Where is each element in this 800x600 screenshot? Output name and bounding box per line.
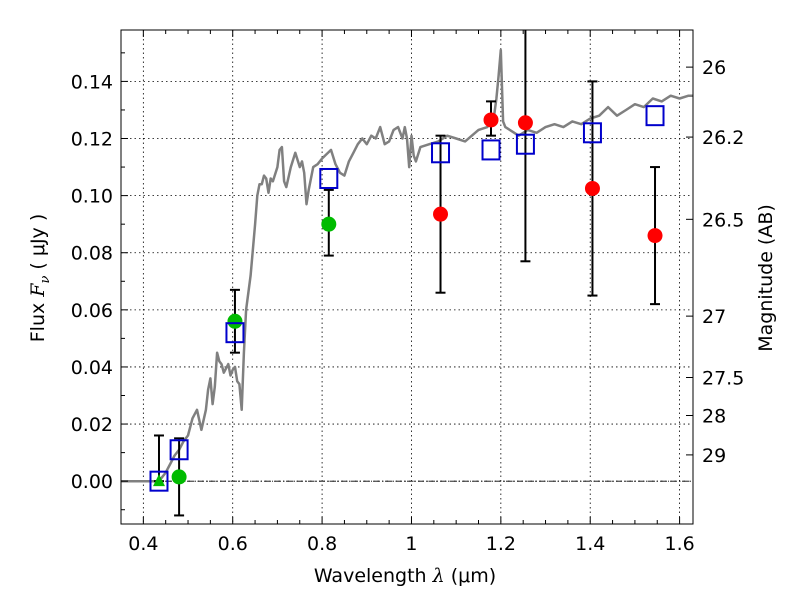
x-axis-label-units: (μm): [445, 565, 496, 587]
y-axis-label-units: ( μJy ): [27, 214, 49, 276]
errorbar-layer: [153, 30, 661, 517]
observed-point: [647, 228, 663, 244]
model-points-layer: [149, 105, 665, 492]
observed-point: [517, 115, 533, 131]
model-point-box: [431, 142, 451, 164]
y-tick-label: 0.00: [71, 471, 113, 493]
x-axis-label: Wavelength λ (μm): [314, 565, 496, 587]
x-tick-label: 1.2: [486, 533, 516, 555]
x-tick-label: 0.4: [128, 533, 158, 555]
model-point-box: [319, 167, 339, 189]
x-tick-label: 0.6: [218, 533, 248, 555]
mag-tick-label: 27: [702, 306, 726, 328]
x-tick-label: 0.8: [307, 533, 337, 555]
mag-tick-label: 27.5: [702, 368, 744, 390]
y-tick-label: 0.10: [71, 186, 113, 208]
model-point-box: [169, 439, 189, 461]
y2-axis-label: Magnitude (AB): [755, 204, 777, 352]
mag-tick-label: 26.5: [702, 209, 744, 231]
observed-point: [227, 313, 243, 329]
y-axis-label-symbol: F: [27, 283, 49, 298]
y-axis-label: Flux Fν ( μJy ): [27, 214, 53, 343]
x-tick-label: 1: [405, 533, 417, 555]
observed-point: [171, 469, 187, 485]
y-axis-label-subscript: ν: [38, 276, 53, 284]
y-tick-label: 0.14: [71, 71, 113, 93]
observed-point: [483, 112, 499, 128]
y-tick-label: 0.12: [71, 129, 113, 151]
x-axis-label-symbol: λ: [432, 565, 445, 587]
model-point-box: [645, 105, 665, 127]
mag-tick-label: 28: [702, 405, 726, 427]
model-point-box: [225, 322, 245, 344]
y-tick-label: 0.02: [71, 414, 113, 436]
observed-point: [321, 216, 337, 232]
plot-frame: [120, 29, 694, 525]
tick-layer: 0.4 0.6 0.8 1 1.2 1.4 1.6 0.00 0.02 0.04 0.06 0.08 0…: [71, 30, 744, 555]
model-point-box: [149, 470, 169, 492]
observed-points-layer: [152, 112, 663, 487]
y-tick-label: 0.08: [71, 243, 113, 265]
x-tick-label: 1.4: [575, 533, 605, 555]
y-axis-label-prefix: Flux: [27, 297, 49, 343]
model-spectrum-layer: [121, 48, 693, 483]
x-axis-label-prefix: Wavelength: [314, 565, 433, 587]
mag-tick-label: 29: [702, 445, 726, 467]
observed-point: [584, 180, 600, 196]
y-tick-label: 0.06: [71, 300, 113, 322]
mag-tick-label: 26.2: [702, 127, 744, 149]
observed-point: [152, 474, 165, 487]
model-spectrum-line: [121, 48, 693, 483]
model-point-box: [515, 133, 535, 155]
mag-tick-label: 26: [702, 57, 726, 79]
model-point-box: [481, 139, 501, 161]
y-tick-label: 0.04: [71, 357, 113, 379]
observed-point: [433, 206, 449, 222]
grid-layer: [121, 30, 693, 524]
model-point-box: [582, 122, 602, 144]
x-tick-label: 1.6: [664, 533, 694, 555]
